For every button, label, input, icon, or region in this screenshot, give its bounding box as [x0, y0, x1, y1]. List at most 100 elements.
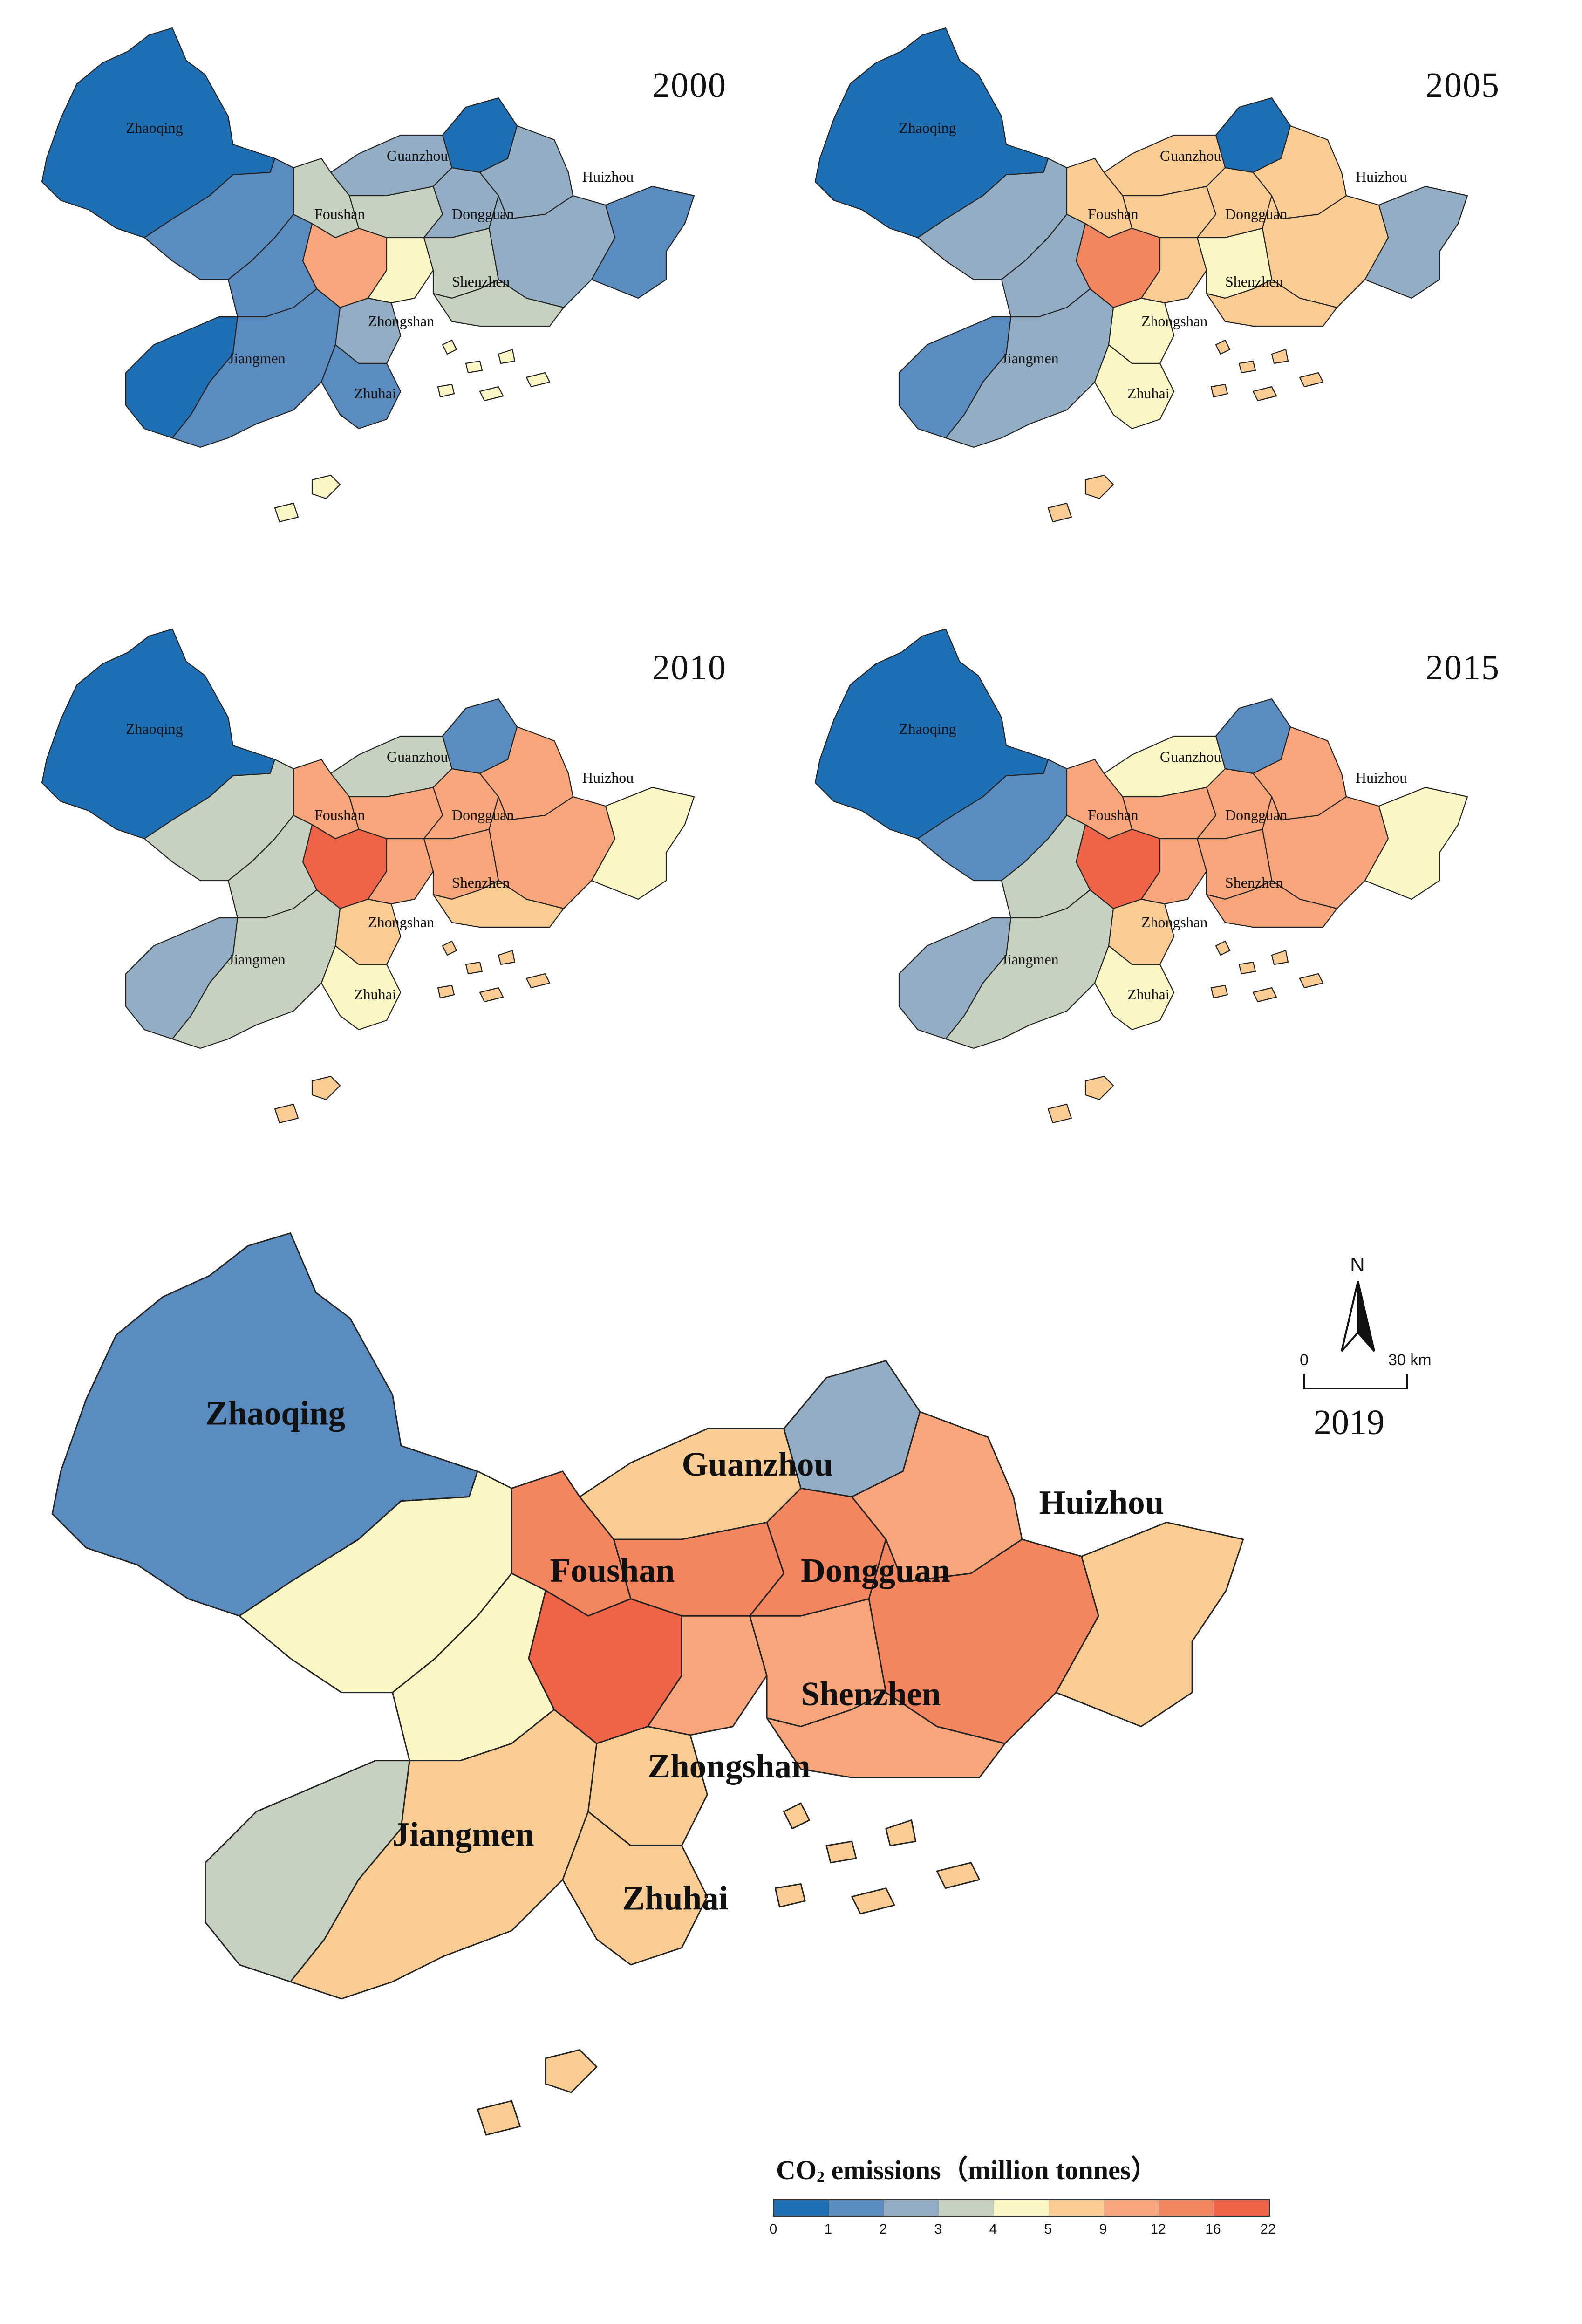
region-huizhou-e: [1055, 1521, 1244, 1728]
city-label-foushan: Foushan: [314, 205, 365, 222]
region-islands: [274, 940, 551, 1124]
legend-swatch: [1214, 2200, 1269, 2216]
region-jiangmen-s: [171, 889, 341, 1049]
region-zhuhai: [1094, 945, 1175, 1031]
city-label-dongguan: Dongguan: [1225, 205, 1287, 222]
city-label-huizhou: Huizhou: [1356, 769, 1407, 786]
city-label-zhaoqing: Zhaoqing: [899, 119, 956, 136]
legend-tick-label: 2: [879, 2221, 887, 2237]
city-label-foushan: Foushan: [1088, 807, 1138, 823]
region-jiangmen-s: [290, 1709, 598, 2000]
city-label-zhongshan: Zhongshan: [648, 1747, 810, 1785]
legend-title-sub: 2: [817, 2168, 825, 2186]
city-label-foushan: Foushan: [550, 1552, 675, 1589]
year-label-2019: 2019: [1314, 1403, 1384, 1442]
map-panel-2005: Zhaoqing Guanzhou Huizhou Foushan Dongguan Sh…: [806, 19, 1533, 554]
city-label-zhuhai: Zhuhai: [1127, 385, 1170, 402]
city-label-zhuhai: Zhuhai: [622, 1879, 728, 1917]
region-islands: [274, 339, 551, 523]
city-label-shenzhen: Shenzhen: [1225, 874, 1283, 891]
year-label-2005: 2005: [1425, 66, 1500, 105]
legend-swatch: [1159, 2200, 1214, 2216]
scale-end: 30 km: [1388, 1351, 1432, 1369]
map-panel-2000: Zhaoqing Guanzhou Huizhou Foushan Dongguan Sh…: [33, 19, 759, 554]
city-label-shenzhen: Shenzhen: [1225, 273, 1283, 290]
legend-tick-label: 3: [934, 2221, 942, 2237]
city-label-shenzhen: Shenzhen: [452, 273, 510, 290]
region-huizhou-e: [1364, 786, 1468, 900]
map-2015: Zhaoqing Guanzhou Huizhou Foushan Dongguan Sh…: [814, 628, 1468, 1124]
legend-swatch: [994, 2200, 1049, 2216]
region-shenzhen: [1206, 880, 1338, 928]
region-zhuhai: [562, 1811, 708, 1966]
city-label-zhaoqing: Zhaoqing: [899, 720, 956, 737]
legend-tick-label: 4: [989, 2221, 997, 2237]
legend-title-prefix: CO: [776, 2155, 817, 2185]
city-label-jiangmen: Jiangmen: [228, 350, 286, 367]
city-label-guanzhou: Guanzhou: [387, 748, 448, 765]
city-label-guanzhou: Guanzhou: [682, 1445, 833, 1483]
legend-swatch: [1049, 2200, 1104, 2216]
city-label-shenzhen: Shenzhen: [801, 1675, 941, 1713]
legend-tick-label: 22: [1260, 2221, 1276, 2237]
legend-title-suffix: emissions（million tonnes）: [825, 2155, 1158, 2185]
city-label-zhuhai: Zhuhai: [354, 385, 396, 402]
legend-swatch: [1104, 2200, 1159, 2216]
map-panel-2010: Zhaoqing Guanzhou Huizhou Foushan Dongguan Sh…: [33, 620, 759, 1155]
region-shenzhen: [432, 880, 565, 928]
region-jiangmen-s: [945, 889, 1114, 1049]
region-shenzhen: [766, 1692, 1006, 1778]
city-label-dongguan: Dongguan: [801, 1552, 950, 1589]
city-label-dongguan: Dongguan: [452, 807, 514, 823]
city-label-huizhou: Huizhou: [1356, 168, 1407, 185]
legend-swatch: [774, 2200, 829, 2216]
city-label-huizhou: Huizhou: [582, 769, 634, 786]
legend-color-bar: [773, 2199, 1270, 2217]
north-arrow-icon: [1341, 1281, 1375, 1352]
region-huizhou-e: [591, 786, 695, 900]
city-label-guanzhou: Guanzhou: [387, 147, 448, 164]
city-label-zhuhai: Zhuhai: [354, 986, 396, 1003]
city-label-guanzhou: Guanzhou: [1160, 748, 1221, 765]
map-panel-2015: Zhaoqing Guanzhou Huizhou Foushan Dongguan Sh…: [806, 620, 1533, 1155]
legend-tick-label: 16: [1205, 2221, 1221, 2237]
region-shenzhen: [1206, 279, 1338, 327]
region-islands: [477, 1802, 981, 2136]
scale-bar: 0 30 km 2019: [1295, 1351, 1444, 1442]
region-zhuhai: [1094, 344, 1175, 430]
scale-line: [1303, 1374, 1408, 1389]
map-2005: Zhaoqing Guanzhou Huizhou Foushan Dongguan Sh…: [814, 27, 1468, 523]
legend-title: CO2 emissions（million tonnes）: [776, 2148, 1158, 2187]
city-label-jiangmen: Jiangmen: [1002, 951, 1059, 968]
city-label-shenzhen: Shenzhen: [452, 874, 510, 891]
legend-swatch: [884, 2200, 939, 2216]
region-jiangmen-s: [171, 288, 341, 448]
city-label-foushan: Foushan: [1088, 205, 1138, 222]
city-label-jiangmen: Jiangmen: [228, 951, 286, 968]
city-label-dongguan: Dongguan: [452, 205, 514, 222]
scale-start: 0: [1300, 1351, 1309, 1369]
region-jiangmen-s: [945, 288, 1114, 448]
map-panel-2019: Zhaoqing Guanzhou Huizhou Foushan Dongguan Sh…: [33, 1216, 1365, 2194]
north-arrow: N: [1332, 1253, 1384, 1356]
city-label-jiangmen: Jiangmen: [1002, 350, 1059, 367]
map-2000: Zhaoqing Guanzhou Huizhou Foushan Dongguan Sh…: [41, 27, 695, 523]
north-label: N: [1350, 1253, 1365, 1276]
legend-tick-label: 1: [824, 2221, 832, 2237]
legend-tick-label: 12: [1150, 2221, 1166, 2237]
city-label-zhongshan: Zhongshan: [368, 313, 434, 329]
city-label-zhongshan: Zhongshan: [368, 914, 434, 930]
city-label-dongguan: Dongguan: [1225, 807, 1287, 823]
legend-swatch: [939, 2200, 994, 2216]
region-huizhou-e: [1364, 185, 1468, 299]
city-label-guanzhou: Guanzhou: [1160, 147, 1221, 164]
legend-tick-label: 9: [1099, 2221, 1107, 2237]
year-label-2000: 2000: [652, 66, 727, 105]
region-islands: [1047, 940, 1324, 1124]
legend-tick-label: 5: [1044, 2221, 1052, 2237]
city-label-zhaoqing: Zhaoqing: [126, 119, 183, 136]
city-label-zhongshan: Zhongshan: [1141, 914, 1207, 930]
city-label-zhongshan: Zhongshan: [1141, 313, 1207, 329]
region-zhuhai: [320, 344, 402, 430]
region-huizhou-e: [591, 185, 695, 299]
